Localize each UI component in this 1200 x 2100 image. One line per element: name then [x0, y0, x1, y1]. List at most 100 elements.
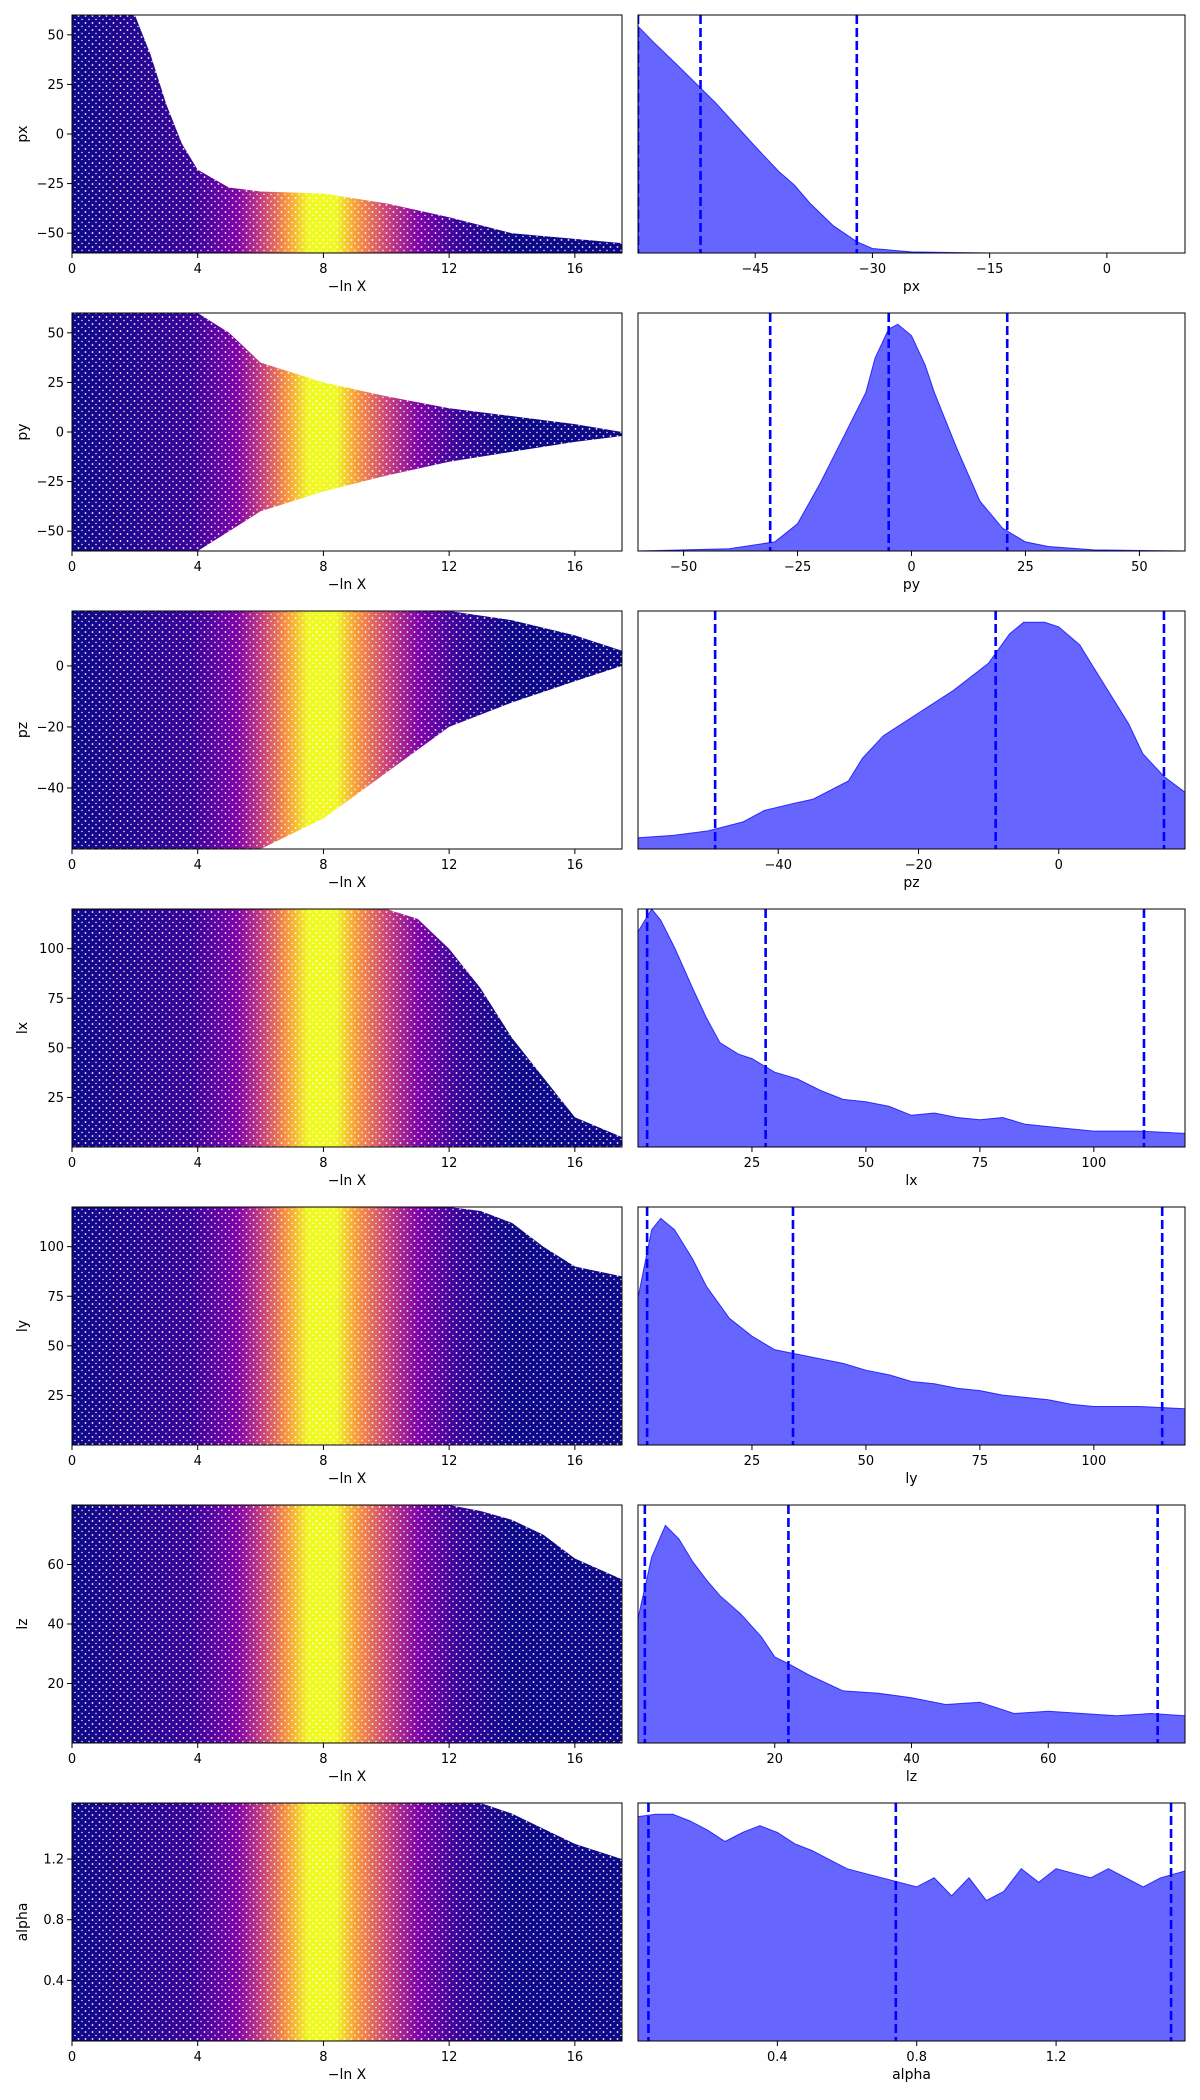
scatter-alpha-points-texture [72, 1803, 622, 2041]
kde-ly-xlabel: ly [905, 1471, 917, 1487]
scatter-lz-xtick-label: 12 [441, 1752, 458, 1767]
scatter-lz-xtick-label: 16 [567, 1752, 584, 1767]
scatter-px-panel: 0 4 8 12 16 −50 −25 0 25 50 −ln X px [15, 14, 623, 295]
scatter-lx-xtick-label: 12 [441, 1156, 458, 1171]
scatter-ly-xtick-label: 0 [68, 1454, 76, 1469]
scatter-ly-xtick-label: 8 [319, 1454, 327, 1469]
scatter-py-ytick-label: −50 [37, 525, 64, 540]
kde-lz-xtick-label: 40 [903, 1752, 920, 1767]
kde-lx-xtick-label: 100 [1081, 1156, 1106, 1171]
scatter-ly-xtick-label: 4 [194, 1454, 202, 1469]
scatter-py-xtick-label: 8 [319, 560, 327, 575]
scatter-pz-frame [71, 610, 623, 850]
scatter-pz-panel: 0 4 8 12 16 −40 −20 0 −ln X pz [15, 610, 623, 891]
kde-alpha-panel: 0.4 0.8 1.2 alpha [637, 1802, 1186, 2083]
kde-lx-density-area [638, 909, 1185, 1147]
scatter-alpha-xtick-label: 12 [441, 2050, 458, 2065]
kde-ly-xtick-label: 100 [1081, 1454, 1106, 1469]
scatter-px-ytick-label: 50 [47, 28, 64, 43]
scatter-px-ytick-label: 0 [56, 128, 64, 143]
scatter-py-ytick-label: 50 [47, 326, 64, 341]
scatter-alpha-xtick-label: 8 [319, 2050, 327, 2065]
scatter-lx-panel: 0 4 8 12 16 25 50 75 100 −ln X lx [15, 908, 623, 1189]
scatter-pz-ytick-label: −20 [37, 720, 64, 735]
scatter-px-ylabel: px [15, 125, 31, 142]
scatter-px-ytick-label: −25 [37, 177, 64, 192]
scatter-py-xtick-label: 12 [441, 560, 458, 575]
kde-lx-panel: 25 50 75 100 lx [637, 908, 1186, 1189]
scatter-alpha-frame [71, 1802, 623, 2042]
kde-lz-xtick-label: 20 [766, 1752, 783, 1767]
scatter-ly-ytick-label: 50 [47, 1339, 64, 1354]
scatter-pz-points-texture [72, 611, 622, 849]
kde-px-density-area [638, 25, 1185, 253]
scatter-pz-ylabel: pz [15, 722, 31, 738]
scatter-pz-ytick-label: −40 [37, 781, 64, 796]
scatter-alpha-xlabel: −ln X [328, 2067, 367, 2083]
scatter-pz-ytick-label: 0 [56, 659, 64, 674]
scatter-px-xtick-label: 4 [194, 262, 202, 277]
scatter-lz-ytick-label: 60 [47, 1558, 64, 1573]
kde-pz-xtick-label: −40 [765, 858, 792, 873]
scatter-px-xtick-label: 16 [567, 262, 584, 277]
scatter-ly-ylabel: ly [15, 1320, 31, 1332]
scatter-lx-ytick-label: 75 [47, 992, 64, 1007]
scatter-lx-xtick-label: 4 [194, 1156, 202, 1171]
scatter-pz-xtick-label: 16 [567, 858, 584, 873]
scatter-lz-xtick-label: 8 [319, 1752, 327, 1767]
scatter-py-xtick-label: 16 [567, 560, 584, 575]
scatter-ly-points-texture [72, 1207, 622, 1445]
scatter-lx-points-texture [72, 909, 622, 1147]
scatter-ly-panel: 0 4 8 12 16 25 50 75 100 −ln X ly [15, 1206, 623, 1487]
scatter-lz-points-texture [72, 1505, 622, 1743]
scatter-alpha-xtick-label: 0 [68, 2050, 76, 2065]
kde-alpha-xtick-label: 0.8 [906, 2050, 927, 2065]
scatter-alpha-xtick-label: 16 [567, 2050, 584, 2065]
scatter-ly-xtick-label: 12 [441, 1454, 458, 1469]
scatter-lz-ylabel: lz [15, 1618, 31, 1629]
scatter-alpha-panel: 0 4 8 12 16 0.4 0.8 1.2 −ln X alpha [15, 1802, 623, 2083]
kde-alpha-density-area [638, 1813, 1185, 2041]
scatter-lz-ytick-label: 20 [47, 1677, 64, 1692]
scatter-px-points-texture [72, 15, 622, 253]
kde-pz-frame [637, 610, 1186, 850]
scatter-lx-ytick-label: 100 [39, 942, 64, 957]
scatter-py-points-texture [72, 313, 622, 551]
scatter-pz-xtick-label: 12 [441, 858, 458, 873]
kde-py-xlabel: py [903, 577, 920, 593]
scatter-alpha-ylabel: alpha [15, 1903, 31, 1942]
kde-py-xtick-label: 0 [907, 560, 915, 575]
scatter-px-xtick-label: 12 [441, 262, 458, 277]
scatter-lx-ytick-label: 25 [47, 1091, 64, 1106]
scatter-lx-frame [71, 908, 623, 1148]
kde-px-frame [637, 14, 1186, 254]
scatter-py-xtick-label: 4 [194, 560, 202, 575]
scatter-ly-ytick-label: 75 [47, 1290, 64, 1305]
kde-px-xtick-label: −30 [859, 262, 886, 277]
kde-px-xtick-label: −45 [741, 262, 768, 277]
scatter-pz-xtick-label: 0 [68, 858, 76, 873]
kde-py-xtick-label: 50 [1131, 560, 1148, 575]
scatter-alpha-xtick-label: 4 [194, 2050, 202, 2065]
scatter-pz-xlabel: −ln X [328, 875, 367, 891]
scatter-py-ytick-label: −25 [37, 475, 64, 490]
scatter-lz-panel: 0 4 8 12 16 20 40 60 −ln X lz [15, 1504, 623, 1785]
scatter-py-panel: 0 4 8 12 16 −50 −25 0 25 50 −ln X py [15, 312, 623, 593]
scatter-py-xtick-label: 0 [68, 560, 76, 575]
kde-ly-frame [637, 1206, 1186, 1446]
scatter-px-xlabel: −ln X [328, 279, 367, 295]
kde-alpha-frame [637, 1802, 1186, 2042]
kde-px-xtick-label: −15 [976, 262, 1003, 277]
scatter-ly-frame [71, 1206, 623, 1446]
kde-px-xtick-label: 0 [1103, 262, 1111, 277]
scatter-ly-xlabel: −ln X [328, 1471, 367, 1487]
scatter-lx-ytick-label: 50 [47, 1041, 64, 1056]
kde-py-panel: −50 −25 0 25 50 py [637, 312, 1186, 593]
scatter-lx-xtick-label: 16 [567, 1156, 584, 1171]
kde-pz-xtick-label: −20 [905, 858, 932, 873]
kde-alpha-xlabel: alpha [892, 2067, 931, 2083]
scatter-lx-xtick-label: 8 [319, 1156, 327, 1171]
scatter-lz-xtick-label: 0 [68, 1752, 76, 1767]
scatter-py-ytick-label: 0 [56, 426, 64, 441]
